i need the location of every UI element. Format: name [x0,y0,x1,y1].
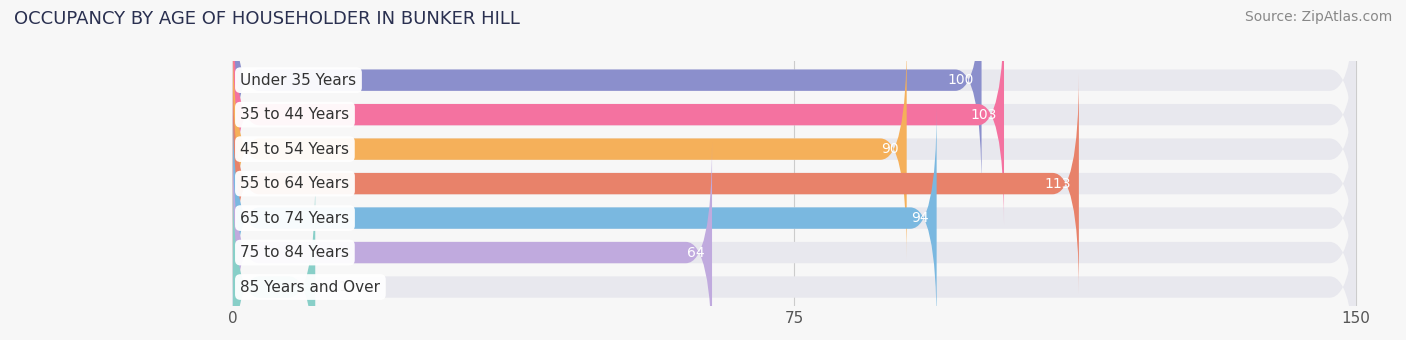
FancyBboxPatch shape [233,108,936,328]
Text: 11: 11 [330,280,347,294]
Text: 90: 90 [882,142,900,156]
FancyBboxPatch shape [233,39,907,259]
Text: 85 Years and Over: 85 Years and Over [240,279,381,294]
FancyBboxPatch shape [233,0,981,190]
FancyBboxPatch shape [233,74,1078,293]
FancyBboxPatch shape [233,74,1355,293]
FancyBboxPatch shape [233,142,1355,340]
Text: 94: 94 [911,211,929,225]
Text: 64: 64 [688,245,704,259]
Text: 103: 103 [970,108,997,122]
FancyBboxPatch shape [233,177,1355,340]
FancyBboxPatch shape [233,177,315,340]
Text: 75 to 84 Years: 75 to 84 Years [240,245,349,260]
Text: 45 to 54 Years: 45 to 54 Years [240,142,349,157]
FancyBboxPatch shape [233,39,1355,259]
Text: OCCUPANCY BY AGE OF HOUSEHOLDER IN BUNKER HILL: OCCUPANCY BY AGE OF HOUSEHOLDER IN BUNKE… [14,10,520,28]
FancyBboxPatch shape [233,5,1355,225]
FancyBboxPatch shape [233,5,1004,225]
Text: 35 to 44 Years: 35 to 44 Years [240,107,350,122]
Text: 113: 113 [1045,176,1071,191]
FancyBboxPatch shape [233,0,1355,190]
Text: 65 to 74 Years: 65 to 74 Years [240,210,350,225]
FancyBboxPatch shape [233,108,1355,328]
Text: 100: 100 [948,73,974,87]
FancyBboxPatch shape [233,142,711,340]
Text: 55 to 64 Years: 55 to 64 Years [240,176,350,191]
Text: Source: ZipAtlas.com: Source: ZipAtlas.com [1244,10,1392,24]
Text: Under 35 Years: Under 35 Years [240,73,357,88]
